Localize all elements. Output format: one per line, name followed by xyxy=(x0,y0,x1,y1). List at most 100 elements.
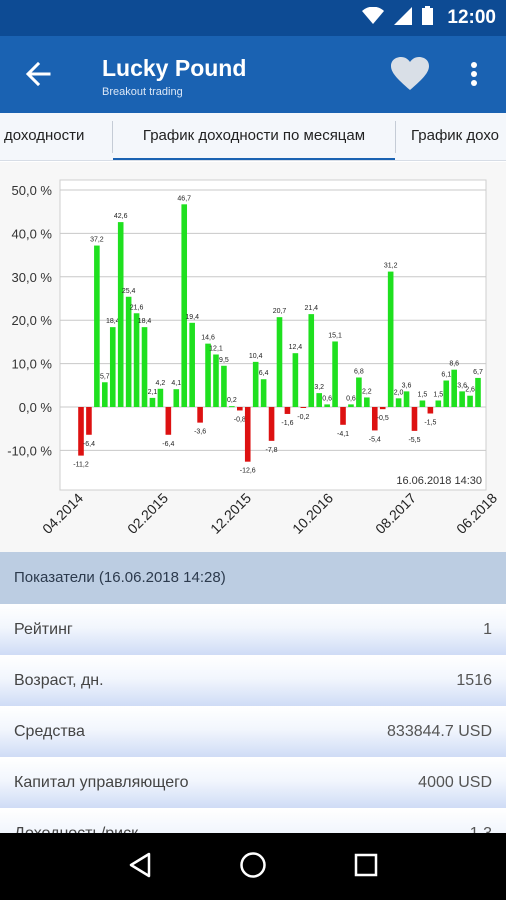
data-label: 6,4 xyxy=(259,370,269,377)
y-tick-label: 10,0 % xyxy=(12,357,53,372)
data-label: 37,2 xyxy=(90,237,104,244)
data-label: 18,4 xyxy=(106,318,120,325)
data-label: 1,5 xyxy=(418,391,428,398)
indicator-row-funds[interactable]: Средства 833844.7 USD xyxy=(0,706,506,757)
data-label: 12,4 xyxy=(289,344,303,351)
bar xyxy=(364,397,370,407)
indicator-label: Средства xyxy=(14,723,85,740)
data-label: 6,7 xyxy=(473,369,483,376)
bar xyxy=(308,314,315,407)
bar xyxy=(237,407,243,411)
data-label: 25,4 xyxy=(122,288,136,295)
favorite-button[interactable] xyxy=(388,56,432,96)
data-label: -0,5 xyxy=(377,415,389,422)
data-label: 3,6 xyxy=(402,382,412,389)
indicator-row-rating[interactable]: Рейтинг 1 xyxy=(0,604,506,655)
more-vertical-icon xyxy=(470,61,478,92)
tab-returns[interactable]: доходности xyxy=(4,127,85,144)
bar xyxy=(78,407,84,456)
bar xyxy=(86,407,92,435)
data-label: -1,6 xyxy=(281,420,293,427)
bar xyxy=(181,204,188,407)
data-label: 3,6 xyxy=(457,382,467,389)
bar xyxy=(149,397,156,407)
x-tick-label: 02.2015 xyxy=(124,490,171,537)
bar xyxy=(332,341,338,407)
data-label: -0,2 xyxy=(297,414,309,421)
data-label: 2,1 xyxy=(148,389,158,396)
tab-returns-chart[interactable]: График дохо xyxy=(411,127,500,144)
indicator-value: 4000 USD xyxy=(418,774,492,791)
recents-square-icon xyxy=(354,853,378,882)
bar xyxy=(252,361,259,407)
nav-back-button[interactable] xyxy=(120,847,160,887)
status-bar: 12:00 xyxy=(0,0,506,36)
data-label: 3,2 xyxy=(314,384,324,391)
data-label: 15,1 xyxy=(328,332,342,339)
bar xyxy=(348,404,354,407)
bar xyxy=(189,322,195,407)
data-label: 9,5 xyxy=(219,357,229,364)
data-label: -7,8 xyxy=(266,447,278,454)
bar xyxy=(435,400,442,407)
cellular-signal-icon xyxy=(394,6,413,30)
app-subtitle: Breakout trading xyxy=(102,86,183,98)
bar xyxy=(475,377,481,407)
data-label: 31,2 xyxy=(384,263,398,270)
status-time: 12:00 xyxy=(447,7,496,28)
bar xyxy=(197,407,203,423)
data-label: 19,4 xyxy=(185,314,199,321)
bar xyxy=(276,317,283,407)
bar xyxy=(387,271,394,407)
data-label: -1,5 xyxy=(424,420,436,427)
data-label: 10,4 xyxy=(249,353,263,360)
data-label: -11,2 xyxy=(73,462,89,469)
bar xyxy=(324,404,330,407)
indicators-header-label: Показатели (16.06.2018 14:28) xyxy=(14,569,226,586)
bar xyxy=(467,395,473,407)
bar xyxy=(229,406,235,408)
tab-divider xyxy=(112,121,113,153)
battery-icon xyxy=(422,6,434,30)
nav-home-button[interactable] xyxy=(233,847,273,887)
status-icons: 12:00 xyxy=(362,0,496,36)
bar xyxy=(102,382,108,407)
bar xyxy=(316,393,322,407)
more-options-button[interactable] xyxy=(462,58,486,94)
data-label: 12,1 xyxy=(209,345,223,352)
data-label: 0,6 xyxy=(346,395,356,402)
bar xyxy=(173,389,180,407)
y-tick-label: 0,0 % xyxy=(19,400,53,415)
chart-svg: 50,0 % 40,0 % 30,0 % 20,0 % 10,0 % 0,0 % -10,0… xyxy=(7,179,500,537)
system-navigation-bar xyxy=(0,833,506,900)
tab-bar: доходности График доходности по месяцам … xyxy=(0,113,506,161)
back-triangle-icon xyxy=(128,852,152,883)
x-tick-label: 12.2015 xyxy=(207,490,254,537)
bar xyxy=(109,327,116,407)
indicator-label: Капитал управляющего xyxy=(14,774,189,791)
bar xyxy=(395,398,402,407)
data-label: -5,4 xyxy=(369,436,381,443)
x-tick-label: 06.2018 xyxy=(453,490,500,537)
y-tick-label: 30,0 % xyxy=(12,270,53,285)
bar xyxy=(117,222,124,407)
bar xyxy=(419,400,426,407)
data-label: 1,5 xyxy=(433,391,443,398)
indicator-row-manager-capital[interactable]: Капитал управляющего 4000 USD xyxy=(0,757,506,808)
data-label: 46,7 xyxy=(177,195,191,202)
data-label: 2,6 xyxy=(465,387,475,394)
bar xyxy=(94,245,100,407)
tab-monthly-returns-chart[interactable]: График доходности по месяцам xyxy=(113,113,395,160)
heart-icon xyxy=(390,56,430,97)
indicator-label: Рейтинг xyxy=(14,621,73,638)
indicator-row-age[interactable]: Возраст, дн. 1516 xyxy=(0,655,506,706)
data-label: -3,6 xyxy=(194,429,206,436)
back-button[interactable] xyxy=(18,56,58,96)
nav-recents-button[interactable] xyxy=(346,847,386,887)
y-tick-label: 20,0 % xyxy=(12,313,53,328)
bar xyxy=(459,391,465,407)
monthly-returns-chart: 50,0 % 40,0 % 30,0 % 20,0 % 10,0 % 0,0 % -10,0… xyxy=(0,162,506,552)
plot-frame xyxy=(59,179,487,491)
data-label: 18,4 xyxy=(138,318,152,325)
y-tick-label: -10,0 % xyxy=(7,443,52,458)
